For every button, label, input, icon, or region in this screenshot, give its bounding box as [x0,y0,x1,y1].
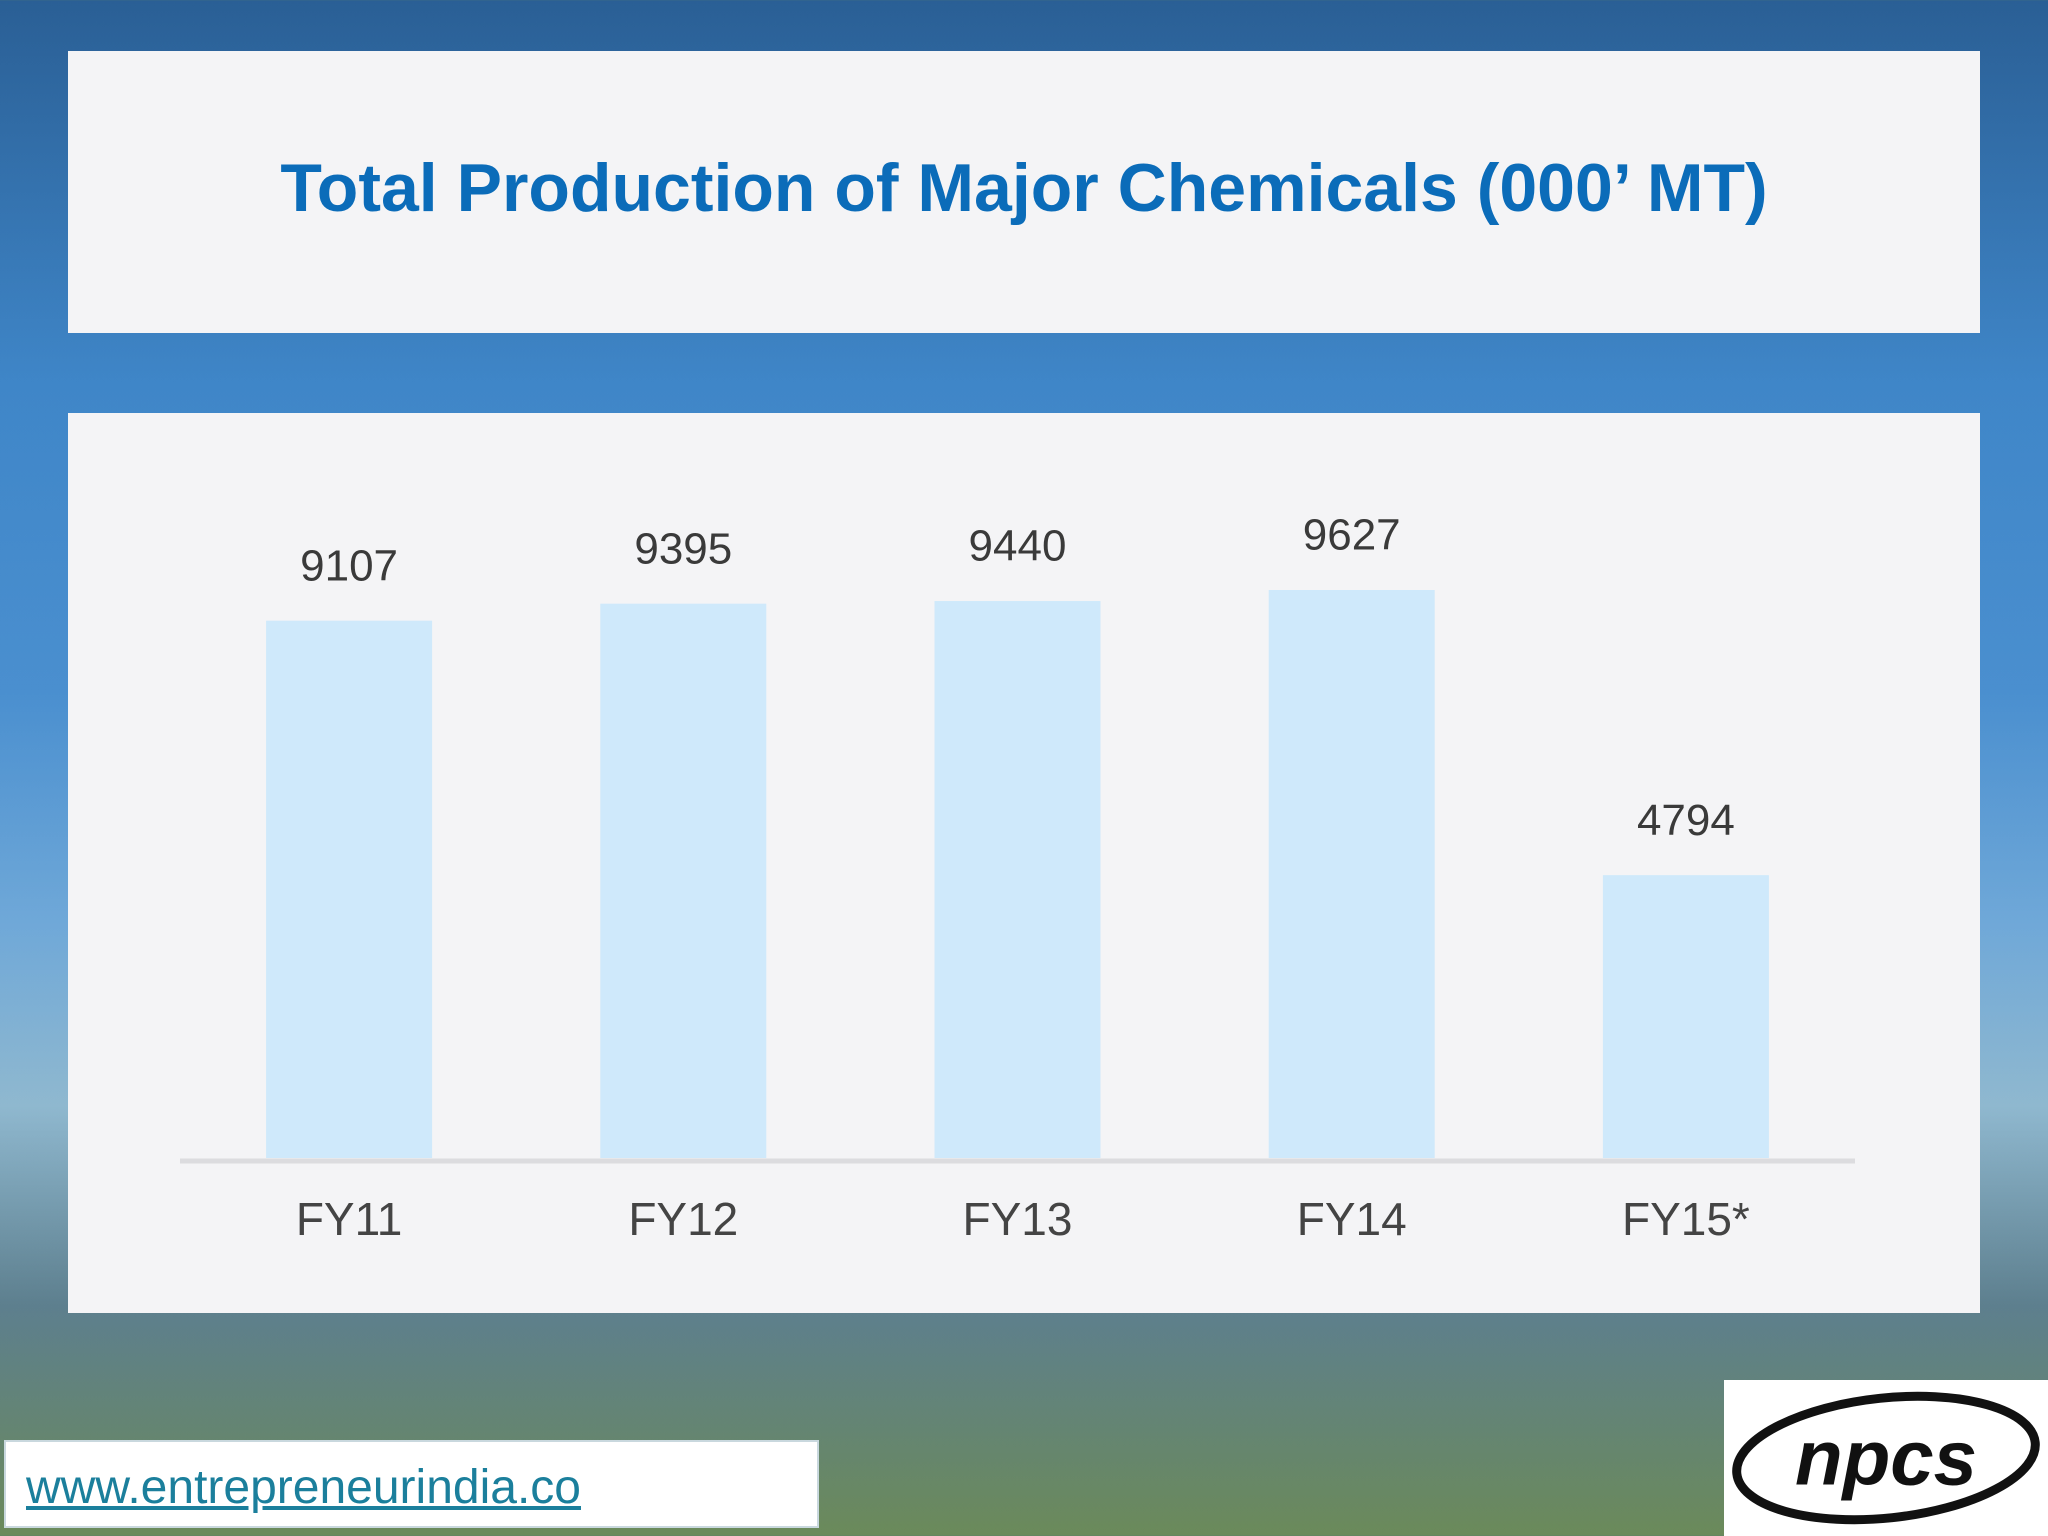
logo-text: npcs [1795,1414,1977,1502]
website-link[interactable]: www.entrepreneurindia.co [26,1461,581,1514]
bar [1602,875,1769,1158]
chart-title: Total Production of Major Chemicals (000… [280,150,1767,226]
x-tick-label: FY13 [963,1193,1073,1245]
title-panel [68,51,1980,333]
value-label: 9107 [300,541,398,590]
x-tick-label: FY15* [1622,1193,1750,1245]
value-label: 9627 [1303,511,1401,560]
x-tick-label: FY12 [628,1193,738,1245]
url-box: www.entrepreneurindia.co [4,1440,819,1528]
logo: npcs [1732,1391,2040,1525]
logo-box: npcs [1724,1380,2048,1536]
bar [266,620,433,1158]
bar [934,601,1101,1158]
bar [1268,590,1435,1158]
x-tick-label: FY11 [296,1193,403,1245]
x-tick-label: FY14 [1297,1193,1407,1245]
value-label: 9395 [634,524,732,573]
value-label: 4794 [1637,796,1735,845]
bar [600,603,767,1158]
value-label: 9440 [969,522,1067,571]
logo-ring [1732,1391,2040,1525]
